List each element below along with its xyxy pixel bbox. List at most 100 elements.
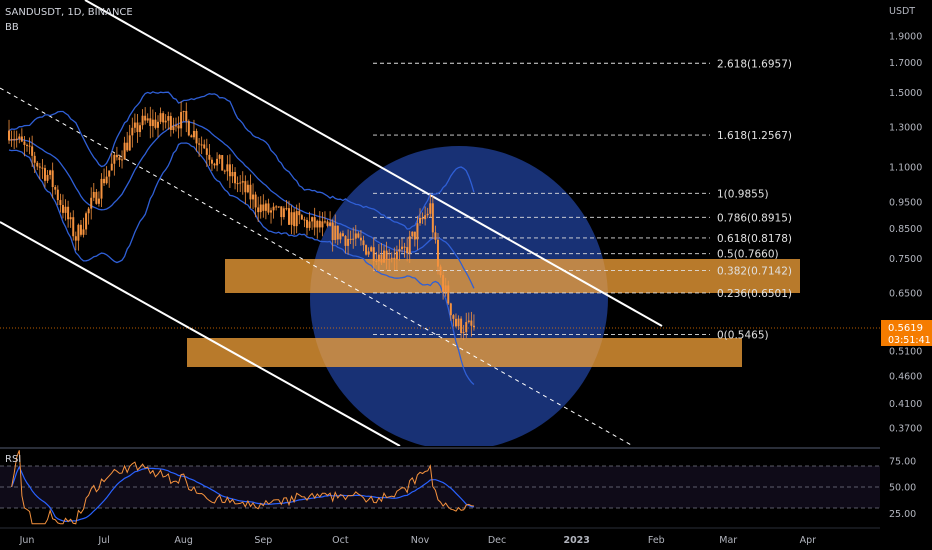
candle-body xyxy=(452,315,455,319)
candle-body xyxy=(375,260,378,262)
candle-body xyxy=(267,203,270,213)
candle-body xyxy=(419,217,421,224)
candle-body xyxy=(236,183,239,185)
candle-body xyxy=(123,142,126,160)
candle-body xyxy=(182,111,185,113)
candle-body xyxy=(246,184,249,193)
candle-body xyxy=(444,285,447,292)
candle-body xyxy=(401,246,404,250)
candle-body xyxy=(228,164,231,177)
time-tick-label: Apr xyxy=(800,535,817,546)
candle-body xyxy=(216,158,219,166)
candle-body xyxy=(79,224,82,235)
candle-body xyxy=(97,198,100,204)
candle-body xyxy=(31,146,34,156)
fib-level-label: 0.786(0.8915) xyxy=(717,212,792,224)
time-tick-label: Feb xyxy=(648,535,665,546)
candle-body xyxy=(74,236,77,241)
candle-body xyxy=(336,225,339,240)
price-axis-ticks: 1.9000 1.7000 1.5000 1.3000 1.1000 0.9500 0.85… xyxy=(889,32,922,435)
candle-body xyxy=(424,215,427,220)
time-tick-label: Jul xyxy=(97,535,109,546)
bollinger-lower-band xyxy=(8,142,475,385)
candle-body xyxy=(470,320,473,326)
candle-body xyxy=(100,178,103,199)
time-tick-label: Dec xyxy=(488,535,506,546)
candle-body xyxy=(144,115,147,121)
candle-body xyxy=(185,111,188,122)
candle-body xyxy=(403,246,406,248)
candle-body xyxy=(277,206,280,208)
candle-body xyxy=(110,163,113,171)
candle-body xyxy=(442,275,445,292)
candle-body xyxy=(288,208,290,225)
last-price-badge xyxy=(881,320,932,346)
price-tick-label: 0.9500 xyxy=(889,198,922,209)
candle-body xyxy=(416,223,419,240)
candle-body xyxy=(421,217,424,220)
time-axis[interactable] xyxy=(0,528,932,550)
candle-body xyxy=(36,162,39,167)
candle-body xyxy=(318,220,321,228)
bar-countdown: 03:51:41 xyxy=(888,335,931,346)
candle-body xyxy=(321,221,324,228)
candle-body xyxy=(472,325,475,328)
candle-body xyxy=(300,215,303,220)
candle-body xyxy=(174,125,177,127)
candle-body xyxy=(128,135,131,151)
candle-body xyxy=(133,122,136,128)
candle-body xyxy=(331,222,334,241)
candle-body xyxy=(303,219,306,221)
candle-body xyxy=(180,112,183,129)
candle-body xyxy=(282,208,285,218)
candle-body xyxy=(198,143,201,145)
candle-body xyxy=(136,122,139,133)
candle-body xyxy=(436,239,439,267)
candle-body xyxy=(408,236,411,254)
candle-body xyxy=(190,135,193,138)
candle-body xyxy=(270,210,273,213)
candle-body xyxy=(305,220,308,228)
price-tick-label: 0.4100 xyxy=(889,399,922,410)
price-tick-label: 0.8500 xyxy=(889,224,922,235)
candle-body xyxy=(465,322,468,333)
candle-body xyxy=(210,159,213,164)
time-tick-label: Mar xyxy=(719,535,737,546)
candle-body xyxy=(449,303,452,316)
candle-body xyxy=(154,119,157,128)
candle-body xyxy=(365,245,368,255)
price-axis[interactable] xyxy=(880,0,932,528)
candle-body xyxy=(20,136,23,142)
candle-body xyxy=(151,119,154,127)
candle-body xyxy=(326,221,329,226)
price-tick-label: 1.3000 xyxy=(889,122,922,133)
fibonacci-levels: 2.618(1.6957) 1.618(1.2567) 1(0.9855) 0.786… xyxy=(373,58,792,342)
candle-body xyxy=(157,121,159,128)
candle-body xyxy=(372,247,375,261)
price-tick-label: 1.5000 xyxy=(889,88,922,99)
channel-lower-line xyxy=(0,221,401,446)
rsi-tick-label: 75.00 xyxy=(889,456,916,467)
candle-body xyxy=(95,191,98,204)
candle-body xyxy=(59,200,62,206)
price-tick-label: 0.3700 xyxy=(889,424,922,435)
bollinger-upper-band xyxy=(8,91,475,230)
candle-body xyxy=(316,220,319,228)
price-tick-label: 0.6500 xyxy=(889,288,922,299)
price-tick-label: 0.4600 xyxy=(889,371,922,382)
candle-body xyxy=(249,184,252,200)
candle-body xyxy=(323,221,326,223)
candle-body xyxy=(426,213,429,216)
candle-body xyxy=(344,236,347,246)
candle-body xyxy=(26,144,28,146)
resistance-zone xyxy=(225,259,800,293)
candle-body xyxy=(395,251,398,260)
price-tick-label: 0.5100 xyxy=(889,347,922,358)
candle-body xyxy=(82,229,85,235)
candle-body xyxy=(33,155,36,163)
candle-body xyxy=(298,211,301,216)
candle-body xyxy=(195,130,198,144)
symbol-title: SANDUSDT, 1D, BINANCE xyxy=(5,7,133,18)
candle-body xyxy=(295,211,298,227)
